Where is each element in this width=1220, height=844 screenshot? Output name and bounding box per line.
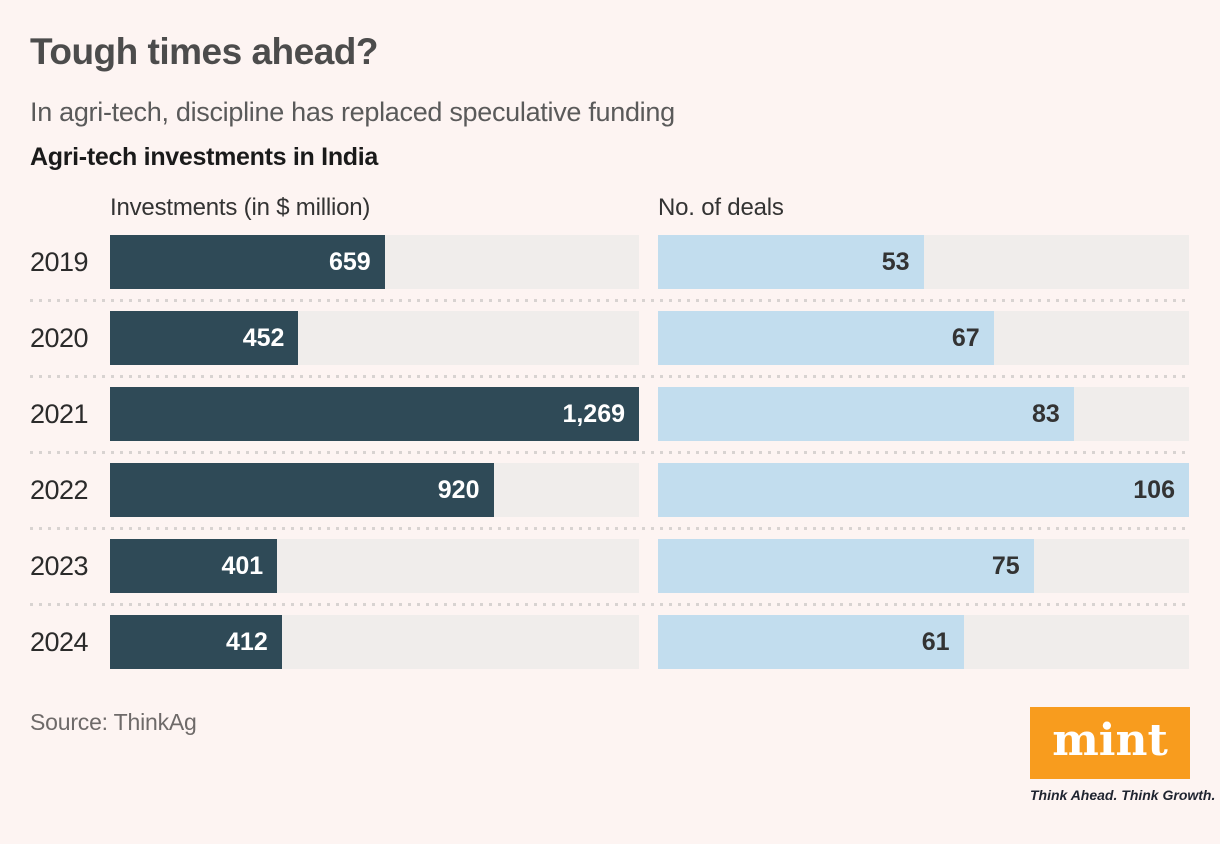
chart-row: 2021 1,269 83 [30, 387, 1190, 441]
investment-bar-track: 1,269 [110, 387, 639, 441]
page-subtitle: In agri-tech, discipline has replaced sp… [30, 97, 675, 127]
chart-row: 2023 401 75 [30, 539, 1190, 593]
year-label: 2021 [30, 398, 89, 429]
row-separator [30, 527, 1190, 530]
deals-column-header: No. of deals [658, 194, 784, 221]
brand-block: mint Think Ahead. Think Growth. [1030, 707, 1216, 803]
footer: Source: ThinkAg mint Think Ahead. Think … [30, 707, 1216, 807]
investments-column-header: Investments (in $ million) [110, 194, 371, 221]
investment-bar-track: 659 [110, 235, 639, 289]
deals-value-label: 61 [921, 627, 950, 656]
investment-bar: 1,269 [110, 387, 639, 441]
deals-bar-track: 75 [658, 539, 1189, 593]
deals-bar-track: 61 [658, 615, 1189, 669]
investment-bar: 452 [110, 311, 299, 365]
brand-tagline: Think Ahead. Think Growth. [1030, 787, 1216, 803]
investment-bar-track: 452 [110, 311, 639, 365]
year-label: 2022 [30, 474, 89, 505]
deals-bar-track: 83 [658, 387, 1189, 441]
deals-value-label: 83 [1031, 399, 1060, 428]
investment-bar: 920 [110, 463, 494, 517]
deals-bar: 83 [658, 387, 1074, 441]
column-headers: Investments (in $ million) No. of deals [30, 194, 1190, 222]
investment-value-label: 920 [437, 475, 480, 504]
investment-bar: 659 [110, 235, 385, 289]
investment-value-label: 412 [226, 627, 268, 656]
investment-value-label: 1,269 [562, 399, 625, 428]
row-separator [30, 451, 1190, 454]
row-separator [30, 603, 1190, 606]
chart-row: 2022 920 106 [30, 463, 1190, 517]
deals-value-label: 67 [951, 323, 980, 352]
year-label: 2020 [30, 322, 89, 353]
investment-bar-track: 920 [110, 463, 639, 517]
source-credit: Source: ThinkAg [30, 709, 197, 735]
year-label: 2019 [30, 246, 89, 277]
deals-value-label: 53 [881, 247, 910, 276]
chart-row: 2019 659 53 [30, 235, 1190, 289]
bar-chart: 2019 659 53 2020 452 [30, 235, 1190, 669]
row-separator [30, 375, 1190, 378]
investment-value-label: 452 [242, 323, 285, 352]
year-label: 2023 [30, 550, 89, 581]
chart-title: Agri-tech investments in India [30, 143, 379, 171]
investment-bar: 401 [110, 539, 278, 593]
deals-bar: 106 [658, 463, 1189, 517]
investment-value-label: 401 [221, 551, 264, 580]
deals-value-label: 106 [1133, 475, 1175, 504]
row-separator [30, 299, 1190, 302]
deals-bar-track: 67 [658, 311, 1189, 365]
mint-logo-text: mint [1052, 715, 1168, 766]
mint-logo: mint [1030, 707, 1190, 779]
deals-bar: 53 [658, 235, 924, 289]
deals-bar-track: 53 [658, 235, 1189, 289]
investment-bar: 412 [110, 615, 282, 669]
investment-bar-track: 412 [110, 615, 639, 669]
deals-bar-track: 106 [658, 463, 1189, 517]
deals-bar: 75 [658, 539, 1034, 593]
investment-bar-track: 401 [110, 539, 639, 593]
deals-bar: 61 [658, 615, 964, 669]
chart-row: 2024 412 61 [30, 615, 1190, 669]
investment-value-label: 659 [328, 247, 371, 276]
chart-row: 2020 452 67 [30, 311, 1190, 365]
page-title: Tough times ahead? [30, 31, 379, 72]
year-label: 2024 [30, 626, 89, 657]
deals-value-label: 75 [991, 551, 1020, 580]
deals-bar: 67 [658, 311, 994, 365]
